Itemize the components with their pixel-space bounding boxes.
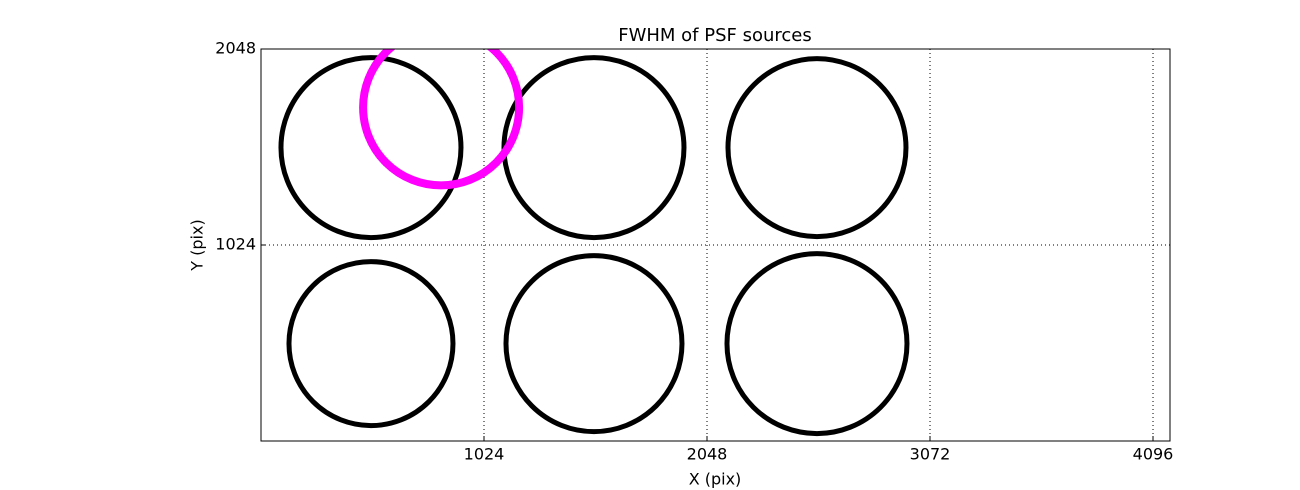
y-axis-label: Y (pix) xyxy=(188,219,207,271)
x-axis-label: X (pix) xyxy=(689,470,742,489)
x-tick-label: 1024 xyxy=(464,445,505,464)
x-tick-label: 4096 xyxy=(1133,445,1174,464)
chart-title: FWHM of PSF sources xyxy=(618,25,812,46)
psf-circle xyxy=(501,55,687,241)
x-tick-label: 2048 xyxy=(687,445,728,464)
y-tick-label: 2048 xyxy=(215,39,256,58)
x-tick-label: 3072 xyxy=(910,445,951,464)
plot-area xyxy=(278,49,910,437)
psf-circle xyxy=(278,55,464,241)
psf-circle xyxy=(286,259,456,429)
psf-circle xyxy=(359,49,524,190)
psf-circle xyxy=(725,56,909,240)
y-tick-label: 1024 xyxy=(215,235,256,254)
psf-circle xyxy=(724,251,910,437)
grid xyxy=(261,48,1170,441)
psf-circle xyxy=(503,253,685,435)
